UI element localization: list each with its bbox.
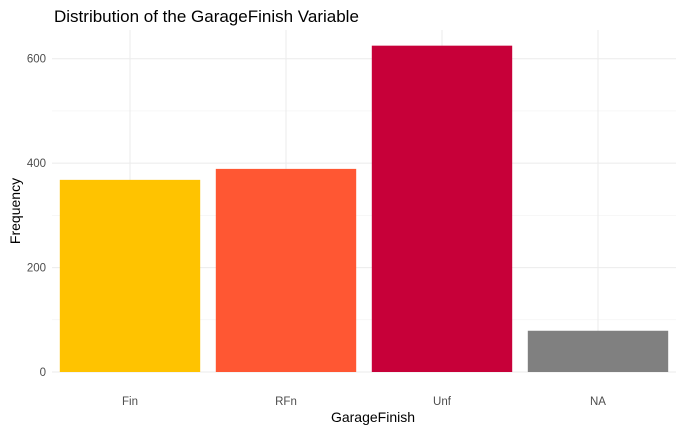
y-tick-label: 400	[27, 158, 46, 170]
bar-rfn	[215, 168, 357, 372]
y-axis-label: Frequency	[7, 178, 23, 244]
bar-fin	[59, 179, 201, 372]
x-tick-label: NA	[590, 396, 606, 408]
bar-na	[527, 330, 669, 372]
x-tick-label: Unf	[433, 396, 452, 408]
x-axis-ticks: Fin RFn Unf NA	[122, 396, 606, 408]
y-tick-label: 200	[27, 263, 46, 275]
y-axis-ticks: 0 200 400 600	[27, 54, 46, 379]
y-tick-label: 0	[40, 367, 46, 379]
x-tick-label: Fin	[122, 396, 138, 408]
bars	[59, 45, 669, 372]
y-tick-label: 600	[27, 54, 46, 66]
x-tick-label: RFn	[275, 396, 297, 408]
chart-title: Distribution of the GarageFinish Variabl…	[54, 7, 359, 26]
bar-unf	[371, 45, 513, 372]
x-axis-label: GarageFinish	[331, 409, 415, 425]
